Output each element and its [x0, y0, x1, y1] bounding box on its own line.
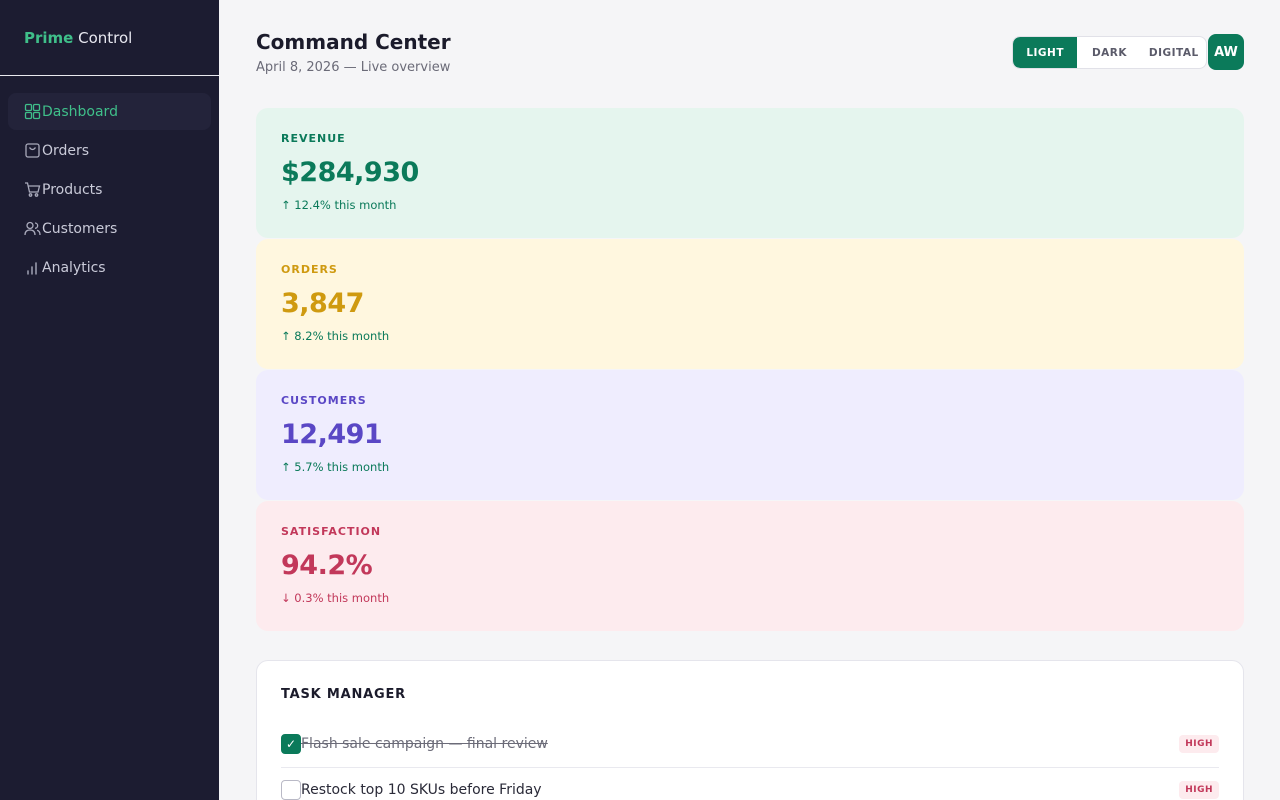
- sidebar-item-label: Products: [42, 181, 103, 198]
- list-item: Restock top 10 SKUs before Friday HIGH: [281, 768, 1219, 800]
- stat-value: $284,930: [281, 157, 419, 188]
- task-text: Flash sale campaign — final review: [301, 735, 548, 752]
- stat-card-satisfaction: SATISFACTION 94.2% ↓ 0.3% this month: [256, 501, 1244, 631]
- theme-dark-button[interactable]: DARK: [1091, 46, 1128, 59]
- stat-change: ↑ 12.4% this month: [281, 198, 397, 212]
- sidebar-item-analytics[interactable]: Analytics: [8, 249, 211, 286]
- avatar[interactable]: AW: [1208, 34, 1244, 70]
- stat-value: 94.2%: [281, 550, 373, 581]
- task-checkbox[interactable]: ✓: [281, 733, 301, 754]
- stat-value: 12,491: [281, 419, 383, 450]
- stat-value: 3,847: [281, 288, 364, 319]
- stat-label: SATISFACTION: [281, 525, 382, 538]
- cart-icon: [24, 181, 41, 198]
- stat-change: ↑ 8.2% this month: [281, 329, 390, 343]
- brand-accent: Prime: [24, 29, 74, 47]
- stat-change: ↓ 0.3% this month: [281, 591, 390, 605]
- task-checkbox[interactable]: [281, 780, 301, 800]
- stat-change: ↑ 5.7% this month: [281, 460, 390, 474]
- bag-icon: [24, 142, 41, 159]
- brand-rest: Control: [73, 29, 133, 47]
- brand-logo[interactable]: Prime Control: [0, 0, 219, 76]
- sidebar-item-label: Customers: [42, 220, 118, 237]
- sidebar-item-dashboard[interactable]: Dashboard: [8, 93, 211, 130]
- priority-badge: HIGH: [1179, 781, 1219, 799]
- stat-card-revenue: REVENUE $284,930 ↑ 12.4% this month: [256, 108, 1244, 238]
- stat-card-orders: ORDERS 3,847 ↑ 8.2% this month: [256, 239, 1244, 369]
- sidebar-item-products[interactable]: Products: [8, 171, 211, 208]
- stat-label: CUSTOMERS: [281, 394, 367, 407]
- users-icon: [24, 220, 41, 237]
- page-title: Command Center: [256, 30, 451, 54]
- stat-label: ORDERS: [281, 263, 338, 276]
- sidebar-nav: Dashboard Orders Products Customers Anal…: [0, 76, 219, 286]
- main-content: Command Center April 8, 2026 — Live over…: [219, 0, 1280, 800]
- sidebar-item-orders[interactable]: Orders: [8, 132, 211, 169]
- sidebar-item-label: Dashboard: [42, 103, 118, 120]
- task-manager-panel: TASK MANAGER ✓ Flash sale campaign — fin…: [256, 660, 1244, 800]
- list-item: ✓ Flash sale campaign — final review HIG…: [281, 720, 1219, 768]
- theme-light-button[interactable]: LIGHT: [1013, 37, 1078, 68]
- stat-card-customers: CUSTOMERS 12,491 ↑ 5.7% this month: [256, 370, 1244, 500]
- page-subtitle: April 8, 2026 — Live overview: [256, 60, 451, 75]
- sidebar: Prime Control Dashboard Orders Products …: [0, 0, 219, 800]
- task-text: Restock top 10 SKUs before Friday: [301, 782, 542, 798]
- stat-label: REVENUE: [281, 132, 346, 145]
- sidebar-item-customers[interactable]: Customers: [8, 210, 211, 247]
- grid-icon: [24, 103, 41, 120]
- priority-badge: HIGH: [1179, 734, 1219, 753]
- sidebar-item-label: Analytics: [42, 259, 106, 276]
- task-manager-title: TASK MANAGER: [281, 687, 406, 702]
- theme-toggle: LIGHT DARK DIGITAL: [1012, 36, 1207, 69]
- theme-digital-button[interactable]: DIGITAL: [1148, 46, 1199, 59]
- bar-chart-icon: [24, 259, 41, 276]
- sidebar-item-label: Orders: [42, 142, 90, 159]
